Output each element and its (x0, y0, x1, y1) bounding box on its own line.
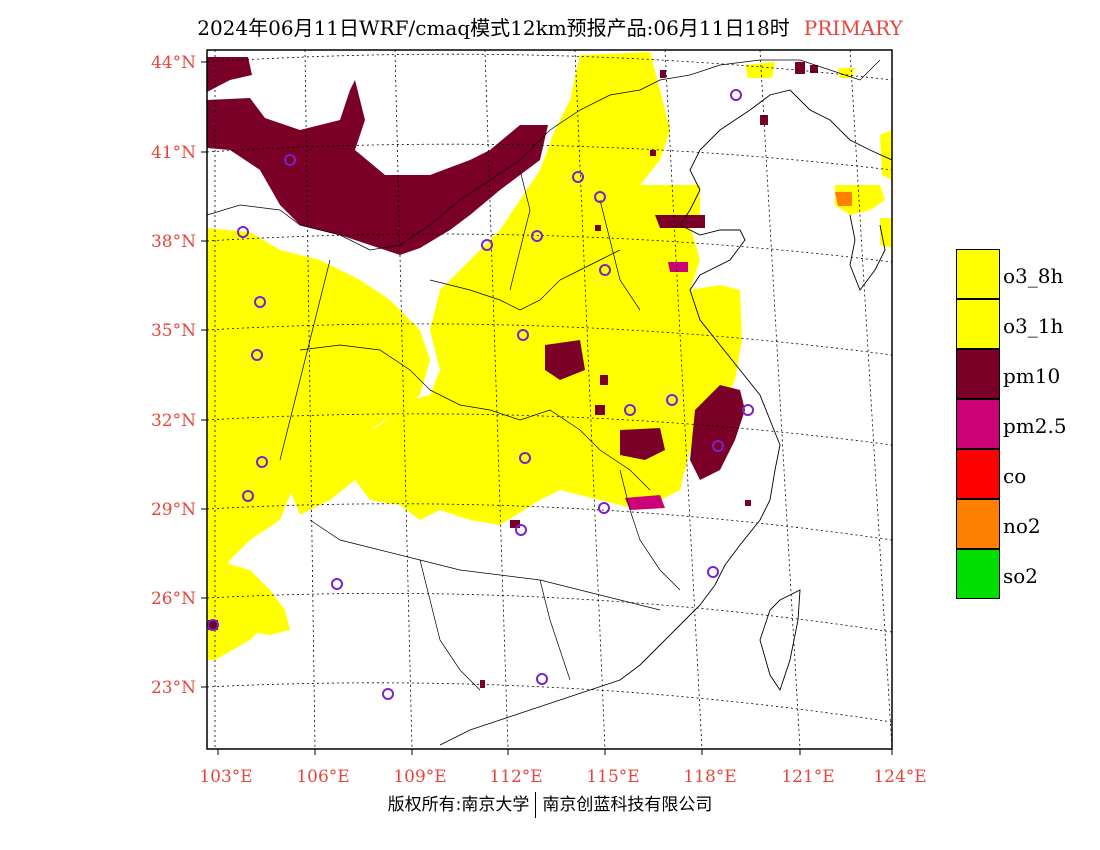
legend-swatch-o3-8h (956, 249, 1000, 299)
lon-label-112: 112°E (489, 767, 542, 787)
lat-label-23: 23°N (151, 678, 196, 698)
legend-swatch-pm25 (956, 399, 1000, 449)
lon-label-103: 103°E (199, 767, 252, 787)
province-borders (207, 59, 881, 691)
pm10-region-topleft (207, 57, 252, 92)
legend-label-pm10: pm10 (1003, 364, 1061, 388)
pm10-region-north (207, 80, 548, 255)
coastlines (439, 89, 892, 746)
pm25-region-shandong (668, 262, 688, 272)
lat-label-29: 29°N (151, 500, 196, 520)
copyright-footer: 版权所有:南京大学 南京创蓝科技有限公司 (0, 790, 1100, 818)
lat-label-38: 38°N (151, 232, 196, 252)
lon-label-106: 106°E (296, 767, 349, 787)
title-text: 2024年06月11日WRF/cmaq模式12km预报产品:06月11日18时 (197, 16, 790, 40)
lon-labels: 103°E 106°E 109°E 112°E 115°E 118°E 121°… (199, 767, 926, 787)
legend-label-pm25: pm2.5 (1003, 414, 1067, 438)
o3-region-top-right (745, 62, 775, 78)
o3-region-southwest (215, 560, 290, 635)
map-title: 2024年06月11日WRF/cmaq模式12km预报产品:06月11日18时 P… (0, 12, 1100, 41)
pm25-region-east (625, 495, 665, 510)
legend-swatch-co (956, 449, 1000, 499)
copyright-right: 南京创蓝科技有限公司 (542, 795, 713, 815)
lat-label-35: 35°N (151, 321, 196, 341)
no2-region-korea (835, 192, 852, 206)
legend-swatch-pm10 (956, 349, 1000, 399)
lat-label-32: 32°N (151, 411, 196, 431)
o3-region-top-right2 (838, 68, 855, 78)
lon-label-124: 124°E (873, 767, 926, 787)
pm10-region-central (620, 428, 665, 460)
lat-label-26: 26°N (151, 589, 196, 609)
map-frame (206, 49, 893, 750)
lat-label-41: 41°N (151, 143, 196, 163)
lon-label-115: 115°E (586, 767, 639, 787)
tick-marks (201, 61, 893, 755)
lon-label-118: 118°E (683, 767, 736, 787)
legend-label-o3-1h: o3_1h (1003, 314, 1064, 338)
footer-separator (535, 792, 537, 818)
pm10-specks (208, 62, 818, 688)
pm10-region-bohai (655, 215, 705, 228)
graticule (207, 50, 892, 749)
legend-label-co: co (1003, 464, 1027, 488)
pm10-region-hf (545, 340, 585, 380)
pm10-region-east (690, 385, 745, 480)
station-markers (207, 89, 754, 700)
legend-swatch-no2 (956, 499, 1000, 549)
legend-swatch-o3-1h (956, 299, 1000, 349)
lat-labels: 44°N 41°N 38°N 35°N 32°N 29°N 26°N 23°N (151, 53, 196, 698)
o3-region-west (207, 228, 430, 660)
o3-region-east-edge (880, 130, 892, 180)
lon-label-121: 121°E (781, 767, 834, 787)
lat-label-44: 44°N (151, 53, 196, 73)
lon-label-109: 109°E (393, 767, 446, 787)
legend-label-no2: no2 (1003, 514, 1041, 538)
map-content (207, 50, 892, 749)
legend-label-so2: so2 (1003, 564, 1039, 588)
legend-swatch-so2 (956, 549, 1000, 599)
title-tag: PRIMARY (803, 16, 903, 40)
copyright-left: 版权所有:南京大学 (387, 795, 530, 815)
legend-label-o3-8h: o3_8h (1003, 264, 1064, 288)
